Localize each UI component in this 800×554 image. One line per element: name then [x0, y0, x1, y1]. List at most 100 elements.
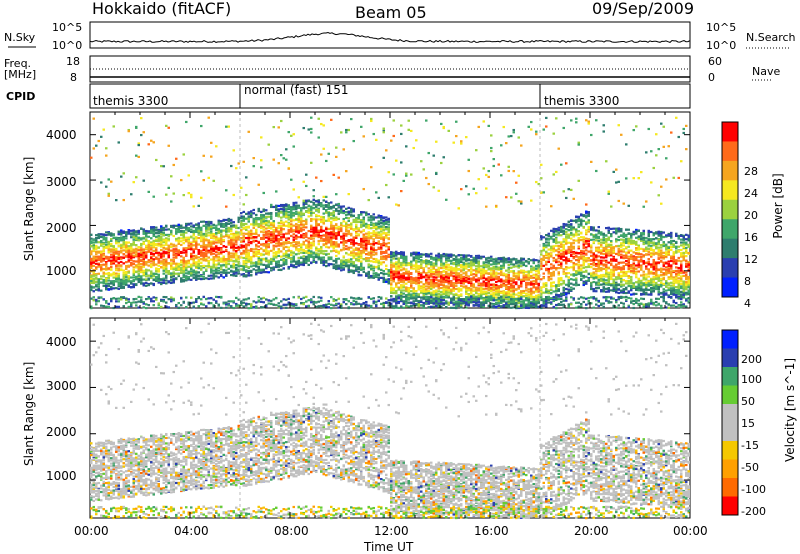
power-cell — [130, 244, 133, 247]
power-cell — [152, 283, 155, 287]
power-cell — [345, 221, 348, 224]
power-cell — [142, 272, 145, 275]
power-cell — [152, 296, 155, 299]
power-cell — [130, 236, 133, 239]
power-cell — [232, 149, 235, 152]
power-cell — [270, 217, 273, 220]
power-cell — [275, 226, 278, 230]
power-cell — [290, 218, 293, 221]
power-cell — [220, 224, 223, 227]
power-cell — [112, 247, 115, 250]
power-cell — [220, 295, 223, 299]
power-cell — [382, 272, 385, 275]
power-cell — [275, 237, 278, 240]
power-cell — [265, 267, 268, 270]
power-cell — [172, 268, 175, 271]
power-cell — [377, 240, 380, 243]
power-cell — [207, 277, 210, 281]
power-cell — [312, 237, 315, 240]
power-cell — [287, 301, 290, 304]
power-cell — [372, 216, 375, 219]
power-cell — [127, 271, 130, 274]
power-cell — [362, 219, 365, 223]
power-cell — [257, 259, 260, 262]
power-cell — [382, 243, 385, 247]
power-cell — [367, 304, 370, 307]
power-cell — [210, 230, 213, 233]
power-cell — [170, 175, 173, 178]
power-cell — [227, 251, 230, 254]
power-cell — [105, 267, 108, 271]
power-cell — [262, 244, 265, 247]
power-cell — [355, 257, 358, 260]
power-cell — [325, 235, 328, 238]
power-cell — [167, 251, 170, 254]
power-cell — [400, 124, 403, 127]
power-cell — [240, 301, 243, 305]
power-cell — [122, 253, 125, 256]
power-cell — [370, 260, 373, 263]
power-cell — [265, 240, 268, 243]
power-cell — [165, 241, 168, 244]
power-cell — [282, 233, 285, 236]
power-cell — [290, 134, 293, 137]
power-cell — [237, 258, 240, 261]
power-cell — [240, 231, 243, 234]
power-cell — [375, 234, 378, 237]
power-cell — [225, 125, 228, 128]
power-cell — [137, 142, 140, 145]
power-cell — [362, 224, 365, 227]
power-cell — [327, 215, 330, 218]
power-cell — [142, 254, 145, 257]
power-cell — [307, 215, 310, 218]
power-cell — [370, 117, 373, 121]
power-cell — [120, 237, 123, 240]
power-cell — [337, 206, 340, 209]
power-cell — [355, 235, 358, 238]
power-cb-tick-12: 12 — [744, 253, 758, 266]
power-cell — [220, 241, 223, 244]
power-cell — [305, 184, 308, 188]
power-cell — [282, 228, 285, 231]
power-cell — [225, 205, 228, 208]
power-cell — [262, 191, 265, 195]
power-cell — [405, 264, 408, 267]
power-cell — [382, 237, 385, 240]
power-cell — [215, 271, 218, 274]
power-cell — [187, 261, 190, 264]
power-cell — [130, 246, 133, 250]
power-cell — [285, 262, 288, 266]
power-cell — [320, 261, 323, 264]
power-ytick-3000: 3000 — [46, 175, 77, 189]
power-cell — [292, 219, 295, 222]
power-cell — [402, 286, 405, 289]
cpid-label: CPID — [6, 90, 36, 103]
power-cell — [340, 269, 343, 272]
power-cell — [347, 269, 350, 272]
power-cell — [115, 238, 118, 241]
power-cell — [255, 245, 258, 248]
power-cell — [222, 250, 225, 253]
power-cell — [165, 238, 168, 242]
power-cell — [270, 261, 273, 264]
power-cell — [95, 274, 98, 277]
power-cell — [230, 273, 233, 277]
power-cell — [127, 241, 130, 244]
power-cell — [372, 240, 375, 243]
power-cell — [170, 249, 173, 252]
power-cell — [197, 305, 200, 308]
power-cell — [162, 250, 165, 253]
power-cell — [192, 239, 195, 242]
power-cell — [237, 162, 240, 165]
power-cell — [230, 258, 233, 261]
power-cell — [172, 245, 175, 248]
power-cell — [400, 255, 403, 258]
power-cell — [210, 221, 213, 224]
power-cell — [352, 269, 355, 272]
power-cell — [175, 265, 178, 268]
power-cell — [267, 302, 270, 305]
power-cell — [352, 241, 355, 244]
power-cell — [342, 255, 345, 258]
power-cell — [327, 231, 330, 234]
power-cell — [157, 303, 160, 306]
